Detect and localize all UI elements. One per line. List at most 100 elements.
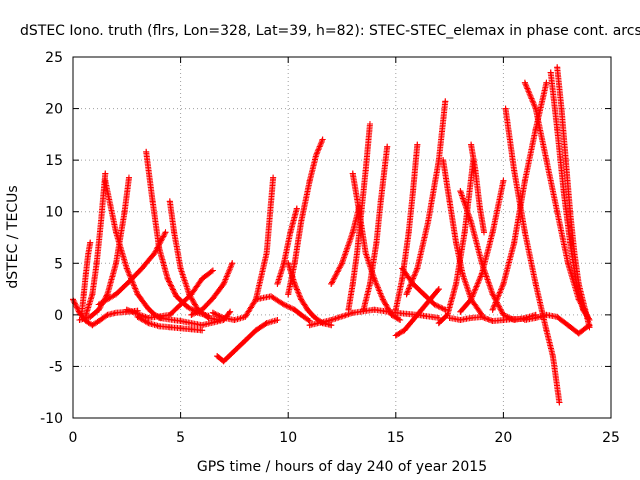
data-point bbox=[220, 358, 227, 365]
data-point bbox=[125, 278, 132, 285]
data-point bbox=[371, 275, 378, 282]
data-point bbox=[356, 208, 363, 215]
data-point bbox=[435, 314, 442, 321]
data-point bbox=[476, 203, 483, 210]
data-point bbox=[311, 313, 318, 320]
data-series bbox=[285, 260, 335, 329]
data-point bbox=[328, 280, 335, 287]
y-tick-label: 15 bbox=[45, 153, 63, 169]
axis-ticks bbox=[72, 56, 612, 419]
data-point bbox=[89, 291, 96, 298]
y-tick-label: 0 bbox=[54, 308, 63, 324]
data-point bbox=[188, 291, 195, 298]
data-series bbox=[274, 205, 300, 287]
data-point bbox=[371, 306, 378, 313]
data-point bbox=[291, 280, 298, 287]
data-point bbox=[543, 79, 550, 86]
data-point bbox=[377, 198, 384, 205]
data-series bbox=[392, 141, 421, 313]
data-point bbox=[95, 306, 102, 313]
series-trace bbox=[209, 174, 277, 323]
x-tick-label: 10 bbox=[279, 430, 297, 446]
data-point bbox=[177, 265, 184, 272]
data-point bbox=[349, 170, 356, 177]
data-point bbox=[280, 301, 287, 308]
data-point bbox=[231, 347, 238, 354]
data-point bbox=[274, 317, 281, 324]
grid bbox=[73, 57, 611, 418]
data-series bbox=[403, 98, 449, 298]
x-axis-label: GPS time / hours of day 240 of year 2015 bbox=[197, 459, 487, 475]
data-point bbox=[543, 327, 550, 334]
data-point bbox=[446, 198, 453, 205]
data-point bbox=[349, 229, 356, 236]
data-point bbox=[562, 157, 569, 164]
data-point bbox=[76, 317, 83, 324]
data-point bbox=[489, 318, 496, 325]
data-point bbox=[410, 280, 417, 287]
y-tick-label: 25 bbox=[45, 50, 63, 66]
data-point bbox=[461, 229, 468, 236]
data-point bbox=[291, 260, 298, 267]
data-point bbox=[564, 260, 571, 267]
data-point bbox=[397, 317, 404, 324]
x-tick-label: 5 bbox=[176, 430, 185, 446]
data-series bbox=[554, 64, 593, 331]
data-point bbox=[354, 249, 361, 256]
data-point bbox=[287, 229, 294, 236]
data-series bbox=[82, 170, 109, 318]
data-point bbox=[532, 314, 539, 321]
data-point bbox=[418, 306, 425, 313]
data-point bbox=[399, 265, 406, 272]
data-point bbox=[184, 303, 191, 310]
data-point bbox=[362, 167, 369, 174]
data-point bbox=[87, 313, 94, 320]
data-point bbox=[199, 306, 206, 313]
data-series bbox=[446, 313, 528, 325]
data-point bbox=[274, 280, 281, 287]
data-point bbox=[138, 265, 145, 272]
data-series bbox=[306, 306, 442, 329]
data-point bbox=[392, 306, 399, 313]
data-point bbox=[156, 314, 163, 321]
data-point bbox=[252, 327, 259, 334]
y-tick-label: -10 bbox=[40, 411, 63, 427]
data-marks bbox=[70, 64, 593, 406]
data-point bbox=[453, 239, 460, 246]
data-point bbox=[263, 249, 270, 256]
data-point bbox=[145, 314, 152, 321]
data-point bbox=[521, 229, 528, 236]
data-point bbox=[440, 157, 447, 164]
data-point bbox=[468, 219, 475, 226]
data-point bbox=[543, 311, 550, 318]
y-tick-label: 10 bbox=[45, 205, 63, 221]
data-point bbox=[134, 291, 141, 298]
data-point bbox=[177, 325, 184, 332]
chart-title: dSTEC Iono. truth (flrs, Lon=328, Lat=39… bbox=[20, 23, 640, 39]
data-point bbox=[500, 280, 507, 287]
data-point bbox=[582, 306, 589, 313]
data-point bbox=[392, 332, 399, 339]
data-point bbox=[209, 295, 216, 302]
data-point bbox=[414, 265, 421, 272]
data-point bbox=[481, 229, 488, 236]
data-point bbox=[442, 306, 449, 313]
data-point bbox=[328, 317, 335, 324]
data-point bbox=[532, 280, 539, 287]
data-point bbox=[478, 313, 485, 320]
data-point bbox=[285, 291, 292, 298]
data-point bbox=[567, 208, 574, 215]
data-series bbox=[188, 260, 236, 318]
data-point bbox=[121, 208, 128, 215]
data-point bbox=[511, 239, 518, 246]
data-point bbox=[209, 267, 216, 274]
x-tick-label: 0 bbox=[69, 430, 78, 446]
data-point bbox=[564, 322, 571, 329]
series-trace bbox=[252, 293, 313, 324]
data-series bbox=[209, 174, 277, 324]
data-point bbox=[401, 327, 408, 334]
data-point bbox=[267, 293, 274, 300]
data-point bbox=[405, 229, 412, 236]
data-point bbox=[472, 167, 479, 174]
data-point bbox=[82, 311, 89, 318]
